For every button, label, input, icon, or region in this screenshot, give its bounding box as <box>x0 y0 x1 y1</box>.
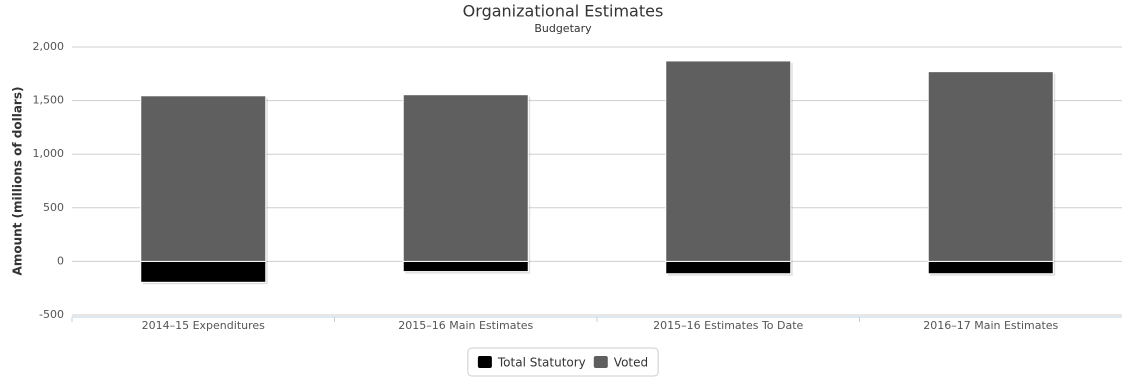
bar <box>140 260 267 283</box>
y-tick-label: 1,500 <box>33 94 65 107</box>
y-tick-label: -500 <box>39 308 64 321</box>
y-axis-title: Amount (millions of dollars) <box>11 87 25 276</box>
legend-box <box>467 347 659 377</box>
legend-label: Voted <box>614 356 648 370</box>
x-tick-label: 2014–15 Expenditures <box>142 319 266 332</box>
chart-title: Organizational Estimates <box>463 2 664 21</box>
chart-subtitle: Budgetary <box>534 22 592 35</box>
x-tick-label: 2015–16 Main Estimates <box>398 319 533 332</box>
y-tick-label: 0 <box>57 254 64 267</box>
bar <box>402 94 529 262</box>
bar <box>927 71 1054 262</box>
legend-swatch <box>477 356 492 368</box>
legend: Total Statutory Voted <box>467 347 659 377</box>
y-tick-label: 500 <box>43 201 64 214</box>
x-tick-label: 2015–16 Estimates To Date <box>653 319 803 332</box>
legend-label: Total Statutory <box>497 356 586 370</box>
legend-swatch <box>593 356 608 368</box>
x-tick-label: 2016–17 Main Estimates <box>923 319 1058 332</box>
y-tick-label: 1,000 <box>33 147 65 160</box>
bar <box>140 95 267 262</box>
y-tick-label: 2,000 <box>33 40 65 53</box>
bar <box>665 60 792 262</box>
